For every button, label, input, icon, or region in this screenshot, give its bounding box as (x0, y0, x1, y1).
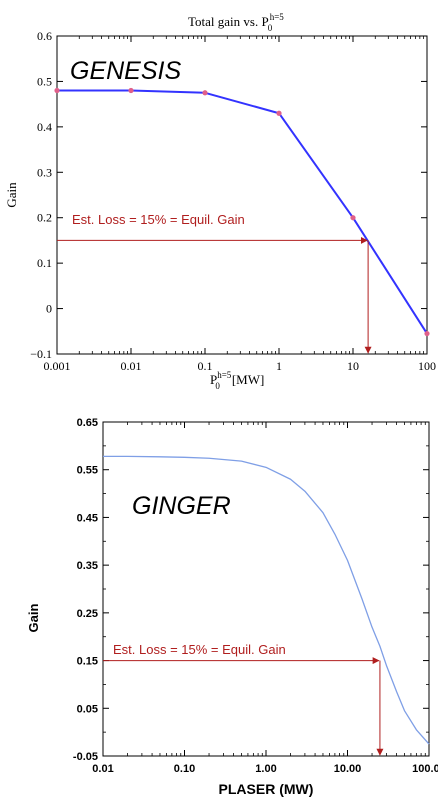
ginger-annotation-text: Est. Loss = 15% = Equil. Gain (113, 642, 286, 657)
genesis-x-tick-label: 0.01 (121, 359, 142, 373)
ginger-y-tick-label: 0.65 (77, 417, 98, 429)
ginger-x-tick-label: 100.00 (412, 763, 438, 775)
genesis-data-point (54, 87, 60, 94)
ginger-y-tick-label: 0.35 (77, 560, 98, 572)
ginger-panel-label: GINGER (132, 492, 231, 520)
ginger-x-tick-label: 10.00 (334, 763, 362, 775)
ginger-y-tick-label: 0.55 (77, 465, 98, 477)
ginger-x-axis-label: PLASER (MW) (219, 781, 314, 797)
genesis-y-tick-label: 0.3 (37, 165, 52, 179)
ginger-y-axis-label: Gain (26, 603, 41, 632)
genesis-x-tick-label: 10 (347, 359, 359, 373)
ginger-y-tick-label: 0.05 (77, 703, 98, 715)
genesis-chart: Total gain vs. Ph=5 0 0.001 0.01 0.1 1 10 100 −… (4, 12, 436, 391)
ginger-x-tick-label: 1.00 (255, 763, 276, 775)
genesis-annotation-text: Est. Loss = 15% = Equil. Gain (72, 212, 245, 227)
ginger-x-tick-label: 0.01 (92, 763, 113, 775)
ginger-y-tick-label: 0.45 (77, 512, 98, 524)
genesis-x-tick-label: 100 (418, 359, 436, 373)
ginger-y-tick-label: 0.25 (77, 608, 98, 620)
genesis-data-point (350, 215, 356, 221)
genesis-y-tick-label: 0.1 (37, 256, 52, 270)
genesis-data-point (276, 110, 282, 116)
genesis-data-point (202, 90, 208, 96)
ginger-series-line (103, 455, 430, 745)
ginger-y-tick-label: -0.05 (73, 751, 98, 763)
genesis-y-tick-label: 0 (46, 302, 52, 316)
ginger-chart: 0.01 0.10 1.00 10.00 100.00 -0.05 0.05 0.15 0.25… (26, 417, 438, 797)
genesis-data-point (128, 87, 134, 94)
genesis-panel-label: GENESIS (70, 57, 181, 85)
genesis-title: Total gain vs. Ph=5 0 (188, 12, 284, 33)
genesis-y-tick-label: 0.6 (37, 29, 52, 43)
genesis-x-tick-label: 0.001 (44, 359, 71, 373)
genesis-y-tick-label: 0.2 (37, 211, 52, 225)
genesis-x-tick-label: 0.1 (198, 359, 213, 373)
genesis-x-axis-label: Ph=5 0 [MW] (210, 370, 264, 391)
ginger-x-tick-label: 0.10 (174, 763, 195, 775)
genesis-data-point (424, 330, 430, 337)
genesis-y-tick-label: 0.4 (37, 120, 52, 134)
genesis-y-axis-label: Gain (4, 182, 19, 208)
genesis-y-tick-label: −0.1 (30, 347, 52, 361)
genesis-plot-frame (56, 35, 428, 355)
genesis-x-tick-label: 1 (276, 359, 282, 373)
genesis-y-tick-label: 0.5 (37, 74, 52, 88)
ginger-y-tick-label: 0.15 (77, 656, 98, 668)
